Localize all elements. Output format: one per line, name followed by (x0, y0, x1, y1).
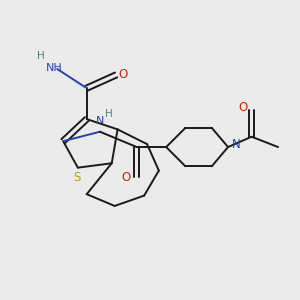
Text: NH: NH (46, 63, 63, 73)
Text: H: H (37, 51, 45, 61)
Text: N: N (232, 138, 241, 151)
Text: O: O (119, 68, 128, 81)
Text: S: S (74, 171, 81, 184)
Text: O: O (238, 101, 248, 114)
Text: H: H (105, 109, 113, 119)
Text: N: N (96, 116, 104, 126)
Text: O: O (122, 172, 131, 184)
